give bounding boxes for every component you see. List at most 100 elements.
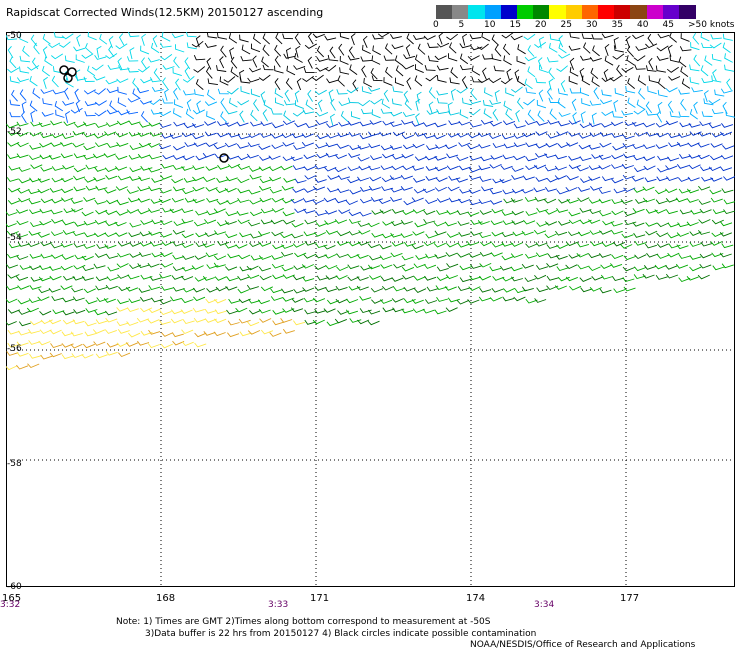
wind-barb [275, 32, 283, 45]
wind-barb [425, 253, 438, 259]
wind-barb [665, 120, 678, 126]
wind-barb [445, 252, 458, 257]
wind-barb [667, 233, 680, 239]
wind-barb [425, 166, 438, 171]
wind-barb [51, 53, 64, 60]
wind-barb [50, 142, 63, 147]
wind-barb [307, 56, 313, 69]
wind-barb [73, 46, 86, 52]
wind-barb [656, 55, 669, 61]
wind-barb [194, 332, 207, 338]
wind-barb [456, 87, 469, 94]
wind-barb [150, 241, 163, 247]
wind-barb [558, 112, 571, 117]
wind-barb [356, 285, 369, 291]
wind-barb [611, 154, 624, 160]
wind-barb [323, 244, 336, 250]
wind-barb [554, 175, 567, 180]
wind-barb [456, 210, 469, 216]
wind-barb [106, 342, 119, 348]
wind-barb [613, 45, 624, 53]
wind-barb [83, 145, 96, 151]
wind-barb [524, 56, 537, 62]
wind-barb [479, 233, 492, 239]
wind-barb [512, 231, 525, 237]
wind-barb [257, 299, 270, 305]
latitude-label: -58 [7, 459, 22, 469]
wind-barb [645, 110, 658, 116]
wind-barb [405, 44, 411, 57]
wind-barb [499, 265, 513, 271]
wind-barb [546, 275, 559, 281]
wind-barb [521, 286, 534, 292]
wind-barb [9, 56, 17, 69]
wind-barb [422, 188, 435, 194]
wind-barb [536, 99, 547, 109]
wind-barb [217, 164, 230, 170]
wind-barb [525, 87, 536, 94]
wind-barb [305, 123, 318, 129]
wind-barb [274, 65, 284, 74]
wind-barb [137, 186, 150, 192]
wind-barb [152, 35, 158, 48]
wind-barb [588, 199, 601, 204]
wind-barb [714, 89, 725, 97]
wind-barb [357, 319, 370, 325]
wind-barb [139, 231, 152, 237]
wind-barb [282, 33, 294, 40]
wind-barb [679, 209, 692, 215]
wind-barb [44, 55, 53, 67]
wind-barb [423, 133, 436, 139]
wind-barb [291, 222, 304, 228]
wind-barb [645, 43, 658, 49]
wind-barb [82, 343, 95, 349]
wind-barb [184, 197, 197, 203]
wind-barb [182, 76, 195, 83]
wind-barb [48, 287, 61, 293]
wind-barb [71, 353, 84, 359]
wind-barb [415, 113, 420, 126]
wind-barb [572, 112, 577, 125]
wind-barb [292, 242, 305, 248]
wind-barb [611, 178, 624, 184]
wind-barb [412, 231, 425, 236]
wind-barb [94, 232, 107, 238]
wind-barb [182, 155, 195, 161]
wind-barb [384, 43, 393, 55]
wind-barb [103, 153, 116, 158]
wind-barb [523, 219, 536, 225]
wind-barb [503, 55, 512, 66]
wind-barb [699, 121, 712, 127]
wind-barb [72, 296, 85, 302]
wind-barb [285, 47, 292, 60]
wind-barb [371, 232, 384, 238]
wind-barb [720, 88, 733, 94]
wind-barb [312, 199, 325, 205]
wind-barb [724, 53, 733, 63]
wind-barb [29, 177, 42, 183]
wind-barb [369, 120, 382, 125]
wind-barb [327, 187, 340, 193]
wind-barb [205, 142, 218, 147]
wind-barb [236, 121, 249, 127]
wind-barb [458, 165, 472, 171]
wind-barb [127, 274, 140, 280]
wind-barb [533, 187, 546, 193]
wind-barb [280, 318, 293, 323]
wind-barb [239, 232, 252, 238]
wind-barb [106, 276, 119, 281]
wind-barb [411, 122, 424, 127]
wind-barb [51, 198, 64, 204]
wind-barb [711, 132, 724, 138]
wind-barb [392, 131, 405, 137]
wind-barb [282, 198, 295, 204]
wind-barb [61, 255, 74, 260]
wind-barb [61, 188, 74, 194]
longitude-label: 171 [310, 593, 330, 604]
wind-barb [525, 253, 538, 259]
wind-barb [688, 154, 701, 159]
wind-barb [326, 299, 340, 305]
wind-barb [656, 176, 669, 182]
wind-barb [141, 57, 148, 70]
wind-barb [316, 45, 325, 58]
